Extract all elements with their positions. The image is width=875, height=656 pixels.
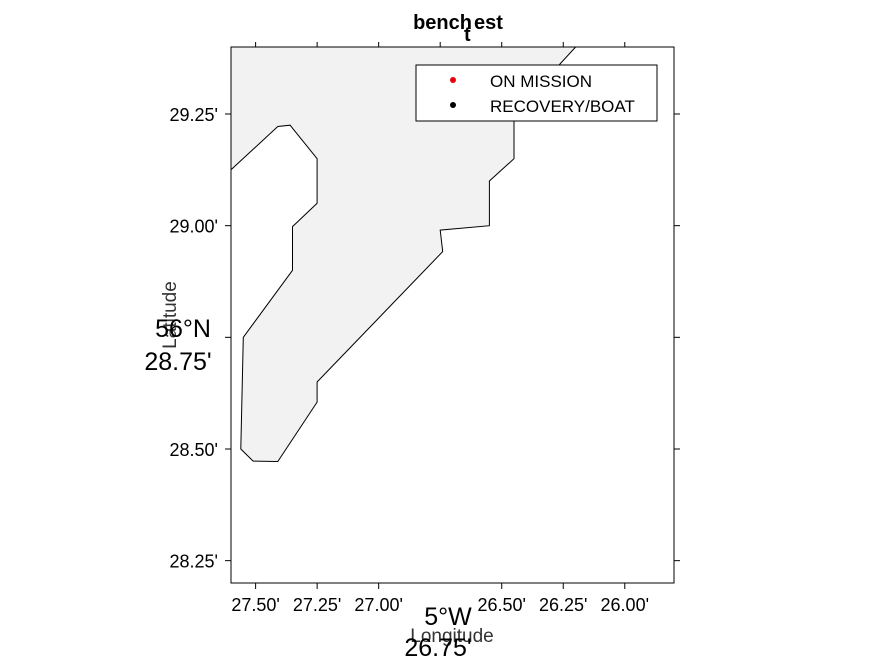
x-tick-label: 27.25' bbox=[293, 595, 341, 615]
legend-marker-on-mission bbox=[450, 77, 456, 83]
chart-title-subscript: t bbox=[464, 24, 471, 46]
x-tick-label: 26.50' bbox=[477, 595, 525, 615]
y-extra-label: 28.75' bbox=[144, 348, 211, 376]
chart-title-rest: est bbox=[474, 12, 503, 34]
y-tick-label: 29.25' bbox=[170, 105, 218, 125]
plot-frame bbox=[230, 46, 675, 584]
y-degree-label: 56°N bbox=[155, 315, 211, 343]
legend-box bbox=[415, 64, 658, 122]
legend-marker-recovery-boat bbox=[450, 102, 456, 108]
legend: ON MISSION RECOVERY/BOAT bbox=[415, 64, 658, 122]
x-extra-label: 26.75' bbox=[404, 634, 471, 656]
x-degree-label: 5°W bbox=[424, 603, 472, 631]
y-tick-label: 28.25' bbox=[170, 552, 218, 572]
x-axis-label: Longitude bbox=[410, 626, 493, 647]
x-tick-label: 26.25' bbox=[539, 595, 587, 615]
y-tick-label: 28.50' bbox=[170, 440, 218, 460]
ticks-layer: 27.50' 27.25' 27.00' 26.50' 26.25' 26.00' 29.2… bbox=[170, 42, 680, 615]
legend-label-on-mission: ON MISSION bbox=[490, 72, 592, 91]
y-tick-label: 29.00' bbox=[170, 217, 218, 237]
y-axis-label: Latitude bbox=[160, 281, 181, 349]
legend-label-recovery-boat: RECOVERY/BOAT bbox=[490, 97, 635, 116]
x-tick-label: 26.00' bbox=[601, 595, 649, 615]
x-tick-label: 27.00' bbox=[354, 595, 402, 615]
chart-title-main: bench bbox=[413, 12, 472, 34]
x-tick-label: 27.50' bbox=[231, 595, 279, 615]
